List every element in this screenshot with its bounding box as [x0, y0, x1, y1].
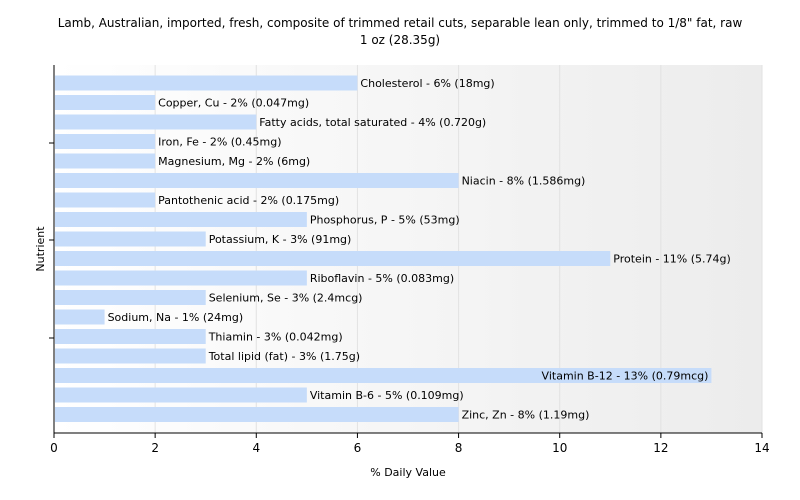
bar-5 — [55, 173, 459, 188]
bar-label-7: Phosphorus, P - 5% (53mg) — [310, 214, 460, 227]
x-tick-label-5: 10 — [552, 441, 567, 455]
bar-12 — [55, 309, 105, 325]
axes-group: 0 2 4 6 8 10 12 14 — [49, 65, 770, 455]
bar-label-3: Iron, Fe - 2% (0.45mg) — [158, 136, 281, 149]
x-tick-label-4: 8 — [455, 441, 463, 455]
bars-group: Cholesterol - 6% (18mg) Copper, Cu - 2% (… — [55, 75, 731, 422]
bar-label-11: Selenium, Se - 3% (2.4mcg) — [209, 292, 363, 305]
bar-label-15: Vitamin B-12 - 13% (0.79mcg) — [542, 370, 709, 383]
bar-2 — [55, 114, 257, 130]
bar-11 — [55, 290, 206, 305]
bar-label-4: Magnesium, Mg - 2% (6mg) — [158, 155, 310, 168]
x-tick-label-1: 2 — [151, 441, 159, 455]
bar-0 — [55, 75, 358, 91]
bar-label-6: Pantothenic acid - 2% (0.175mg) — [158, 194, 339, 207]
bar-10 — [55, 270, 307, 286]
bar-14 — [55, 348, 206, 364]
bar-label-9: Protein - 11% (5.74g) — [613, 253, 731, 266]
bar-16 — [55, 387, 307, 403]
bar-3 — [55, 134, 156, 149]
bar-label-2: Fatty acids, total saturated - 4% (0.720… — [259, 116, 486, 129]
bar-9 — [55, 251, 611, 266]
bar-label-10: Riboflavin - 5% (0.083mg) — [310, 272, 454, 285]
bar-label-5: Niacin - 8% (1.586mg) — [462, 175, 586, 188]
chart-subtitle: 1 oz (28.35g) — [360, 33, 440, 47]
bar-17 — [55, 407, 459, 422]
bar-label-17: Zinc, Zn - 8% (1.19mg) — [462, 409, 590, 422]
x-tick-label-6: 12 — [653, 441, 668, 455]
bar-label-13: Thiamin - 3% (0.042mg) — [208, 331, 343, 344]
x-tick-label-7: 14 — [754, 441, 769, 455]
bar-8 — [55, 231, 206, 247]
x-tick-label-2: 4 — [252, 441, 260, 455]
bar-13 — [55, 329, 206, 344]
x-tick-label-0: 0 — [50, 441, 58, 455]
x-tick-label-3: 6 — [354, 441, 362, 455]
bar-label-0: Cholesterol - 6% (18mg) — [360, 77, 494, 90]
bar-label-8: Potassium, K - 3% (91mg) — [209, 233, 352, 246]
x-axis-label: % Daily Value — [370, 466, 446, 479]
bar-label-14: Total lipid (fat) - 3% (1.75g) — [208, 350, 360, 363]
bar-4 — [55, 153, 156, 169]
bar-6 — [55, 192, 156, 208]
bar-label-12: Sodium, Na - 1% (24mg) — [108, 311, 244, 324]
bar-1 — [55, 95, 156, 110]
bar-label-16: Vitamin B-6 - 5% (0.109mg) — [310, 389, 464, 402]
y-axis-label: Nutrient — [34, 226, 47, 272]
bar-label-1: Copper, Cu - 2% (0.047mg) — [158, 97, 309, 110]
bar-7 — [55, 212, 307, 227]
bar-15 — [55, 368, 712, 383]
chart-title: Lamb, Australian, imported, fresh, compo… — [58, 16, 743, 30]
